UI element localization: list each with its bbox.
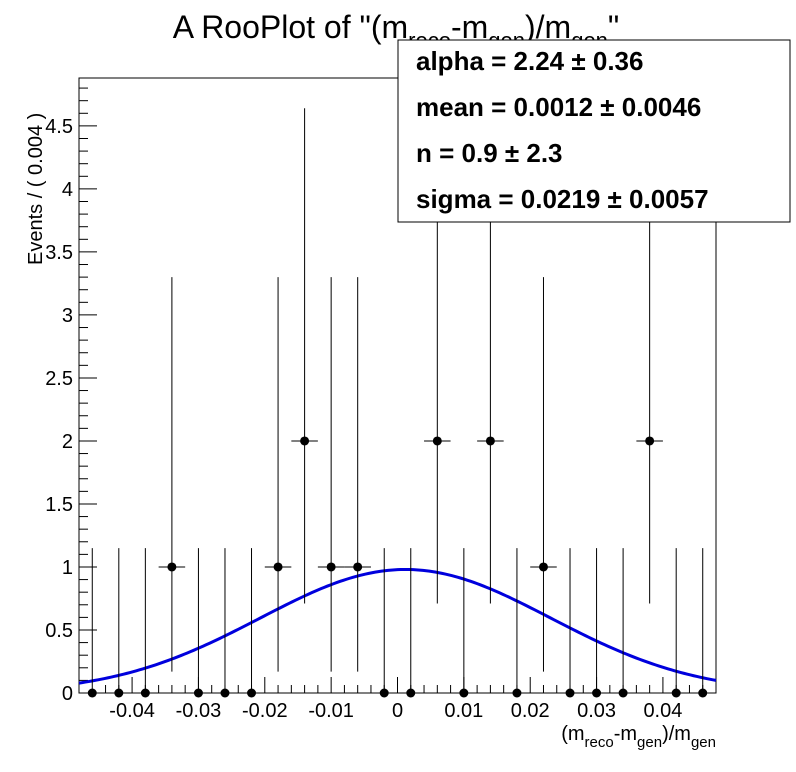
y-tick-label: 1.5 (45, 494, 73, 516)
fit-curve-layer (78, 568, 717, 685)
point-marker (379, 688, 389, 698)
data-point (609, 548, 637, 698)
x-tick-label: -0.04 (109, 700, 155, 722)
point-marker (193, 688, 203, 698)
data-points-layer (79, 108, 716, 698)
stat-line-mean: mean = 0.0012 ± 0.0046 (416, 92, 701, 122)
point-marker (167, 562, 177, 572)
data-point (583, 548, 610, 698)
point-marker (592, 688, 602, 698)
data-point (211, 548, 239, 698)
data-point (344, 277, 371, 672)
point-marker (671, 688, 681, 698)
x-tick-label: -0.01 (308, 700, 354, 722)
point-marker (432, 436, 442, 446)
point-marker (140, 688, 150, 698)
data-point (105, 548, 133, 698)
stat-line-n: n = 0.9 ± 2.3 (416, 138, 563, 168)
data-point (132, 548, 159, 698)
point-marker (353, 562, 363, 572)
data-point (317, 277, 345, 672)
fit-curve (78, 568, 717, 685)
y-tick-label: 1 (62, 557, 73, 579)
point-marker (538, 562, 548, 572)
y-tick-label: 3.5 (45, 242, 73, 264)
y-tick-label: 2 (62, 431, 73, 453)
data-point (397, 548, 425, 698)
data-point (79, 548, 106, 698)
data-point (370, 548, 398, 698)
x-tick-label: 0.01 (444, 700, 483, 722)
axes: -0.04 -0.03 -0.02 -0.01 0 0.01 0.02 0.03 0.04 0 0.… (45, 87, 717, 722)
x-tick-label: 0.02 (511, 700, 550, 722)
x-tick-label: -0.02 (242, 700, 288, 722)
y-tick-label: 3 (62, 305, 73, 327)
data-point (291, 108, 318, 604)
data-point (450, 548, 478, 698)
point-marker (300, 436, 310, 446)
point-marker (565, 688, 575, 698)
data-point (503, 548, 531, 698)
point-marker (273, 562, 283, 572)
point-marker (406, 688, 416, 698)
stats-box-frame (397, 39, 791, 223)
y-tick-label: 2.5 (45, 368, 73, 390)
data-point (185, 548, 212, 698)
point-marker (114, 688, 124, 698)
x-axis-label: (mreco-mgen)/mgen (561, 723, 716, 751)
point-marker (247, 688, 257, 698)
point-marker (645, 436, 655, 446)
fit-parameters-box: alpha = 2.24 ± 0.36 mean = 0.0012 ± 0.004… (397, 39, 791, 223)
y-axis-label: Events / ( 0.004 ) (25, 113, 47, 265)
x-tick-label: -0.03 (176, 700, 222, 722)
y-tick-label: 0.5 (45, 620, 73, 642)
point-marker (459, 688, 469, 698)
data-point (689, 548, 716, 698)
x-tick-label: 0.04 (643, 700, 682, 722)
y-tick-label: 4.5 (45, 116, 73, 138)
x-tick-label: 0.03 (577, 700, 616, 722)
point-marker (512, 688, 522, 698)
y-tick-label: 4 (62, 179, 73, 201)
stat-line-alpha: alpha = 2.24 ± 0.36 (416, 46, 643, 76)
data-point (530, 277, 557, 672)
data-point (158, 277, 186, 672)
data-point (556, 548, 584, 698)
data-point (264, 277, 292, 672)
point-marker (485, 436, 495, 446)
data-point (662, 548, 690, 698)
y-tick-label: 0 (62, 683, 73, 705)
data-point (238, 548, 265, 698)
point-marker (326, 562, 336, 572)
point-marker (220, 688, 230, 698)
point-marker (618, 688, 628, 698)
point-marker (698, 688, 708, 698)
x-tick-label: 0 (392, 700, 403, 722)
stat-line-sigma: sigma = 0.0219 ± 0.0057 (416, 184, 709, 214)
point-marker (87, 688, 97, 698)
